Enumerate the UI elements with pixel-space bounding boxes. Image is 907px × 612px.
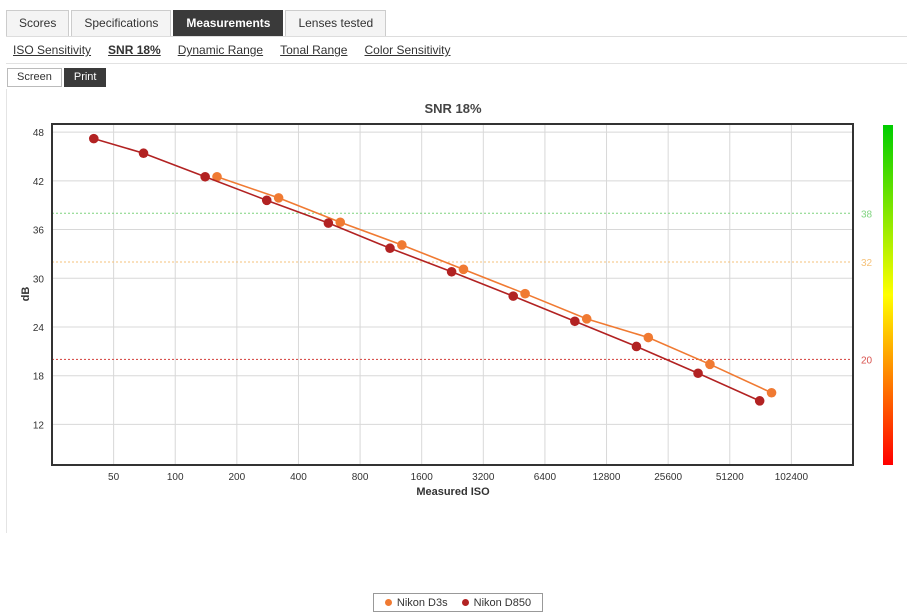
reference-label-20: 20 <box>861 355 873 366</box>
data-point-nikon-d850[interactable] <box>88 133 99 144</box>
subnav-tonal-range[interactable]: Tonal Range <box>280 43 348 57</box>
subnav-iso-sensitivity[interactable]: ISO Sensitivity <box>13 43 92 57</box>
tab-specifications[interactable]: Specifications <box>71 10 172 36</box>
data-point-nikon-d3s[interactable] <box>458 264 469 275</box>
data-point-nikon-d850[interactable] <box>631 341 642 352</box>
y-tick-label: 36 <box>33 226 45 237</box>
x-tick-label: 200 <box>229 472 246 483</box>
plot-frame <box>51 123 854 466</box>
screen-button[interactable]: Screen <box>7 68 62 87</box>
display-toggle: Screen Print <box>7 68 107 87</box>
subnav-divider <box>6 63 907 64</box>
color-scale-bar <box>883 125 893 465</box>
data-point-nikon-d850[interactable] <box>508 291 519 301</box>
x-tick-label: 400 <box>290 472 307 483</box>
main-tabs: Scores Specifications Measurements Lenses t… <box>6 10 387 36</box>
tabs-divider <box>6 36 907 37</box>
y-tick-label: 12 <box>33 420 45 431</box>
data-point-nikon-d3s[interactable] <box>520 288 530 299</box>
data-point-nikon-d3s[interactable] <box>335 217 346 228</box>
reference-lines: 38 32 20 <box>52 209 873 366</box>
data-point-nikon-d3s[interactable] <box>643 332 654 343</box>
x-tick-label: 102400 <box>775 472 809 483</box>
subnav-snr-18[interactable]: SNR 18% <box>108 43 161 57</box>
reference-label-38: 38 <box>861 209 873 220</box>
measurement-subnav: ISO Sensitivity SNR 18% Dynamic Range Tonal… <box>13 43 451 57</box>
print-button[interactable]: Print <box>63 68 107 87</box>
data-point-nikon-d850[interactable] <box>323 218 334 228</box>
series-line-nikon-d3s <box>216 176 772 394</box>
x-tick-label: 3200 <box>472 472 495 483</box>
x-tick-label: 50 <box>108 472 120 483</box>
data-point-nikon-d3s[interactable] <box>705 359 715 370</box>
reference-label-32: 32 <box>861 258 873 269</box>
tab-lenses-tested[interactable]: Lenses tested <box>285 10 387 36</box>
data-point-nikon-d3s[interactable] <box>581 314 592 324</box>
x-tick-label: 100 <box>167 472 184 483</box>
y-tick-label: 30 <box>33 274 45 285</box>
legend-item-nikon-d3s[interactable]: Nikon D3s <box>384 596 448 609</box>
tab-scores[interactable]: Scores <box>6 10 70 36</box>
data-point-nikon-d850[interactable] <box>446 266 457 277</box>
y-tick-label: 42 <box>33 177 45 188</box>
chart-title: SNR 18% <box>424 101 482 116</box>
y-axis-ticks: 12 18 24 30 36 42 48 <box>33 128 45 431</box>
legend-label: Nikon D850 <box>473 596 532 609</box>
x-tick-label: 12800 <box>593 472 621 483</box>
x-tick-label: 25600 <box>654 472 682 483</box>
data-point-nikon-d3s[interactable] <box>273 193 284 203</box>
y-tick-label: 18 <box>33 372 45 383</box>
data-point-nikon-d850[interactable] <box>138 148 149 159</box>
data-point-nikon-d3s[interactable] <box>397 240 407 250</box>
data-point-nikon-d850[interactable] <box>754 396 765 406</box>
legend-label: Nikon D3s <box>396 596 448 609</box>
x-tick-label: 800 <box>352 472 369 483</box>
series-line-nikon-d850 <box>93 137 761 402</box>
legend-marker <box>384 599 392 606</box>
series-layer <box>88 133 777 406</box>
y-tick-label: 48 <box>33 128 45 139</box>
data-point-nikon-d850[interactable] <box>200 171 210 182</box>
x-tick-label: 6400 <box>534 472 557 483</box>
subnav-dynamic-range[interactable]: Dynamic Range <box>177 43 264 57</box>
y-tick-label: 24 <box>33 323 45 334</box>
grid <box>52 124 853 465</box>
subnav-color-sensitivity[interactable]: Color Sensitivity <box>364 43 451 57</box>
chart-panel: SNR 18% 38 32 20 50 100 200 400 800 1600 3200 640… <box>6 89 907 612</box>
legend-marker <box>461 599 469 606</box>
tab-measurements[interactable]: Measurements <box>173 10 284 36</box>
x-axis-ticks: 50 100 200 400 800 1600 3200 6400 12800 25600 5120… <box>108 472 808 483</box>
legend-item-nikon-d850[interactable]: Nikon D850 <box>461 596 532 609</box>
data-point-nikon-d850[interactable] <box>570 316 580 327</box>
snr-chart: SNR 18% 38 32 20 50 100 200 400 800 1600 3200 640… <box>20 101 893 498</box>
legend: Nikon D3s Nikon D850 <box>373 593 543 612</box>
data-point-nikon-d3s[interactable] <box>766 387 777 398</box>
x-axis-label: Measured ISO <box>416 486 490 498</box>
x-tick-label: 51200 <box>716 472 744 483</box>
x-tick-label: 1600 <box>411 472 434 483</box>
data-point-nikon-d850[interactable] <box>385 243 395 254</box>
data-point-nikon-d850[interactable] <box>693 368 703 379</box>
data-point-nikon-d3s[interactable] <box>212 171 222 182</box>
data-point-nikon-d850[interactable] <box>261 195 272 206</box>
y-axis-label: dB <box>20 287 32 302</box>
